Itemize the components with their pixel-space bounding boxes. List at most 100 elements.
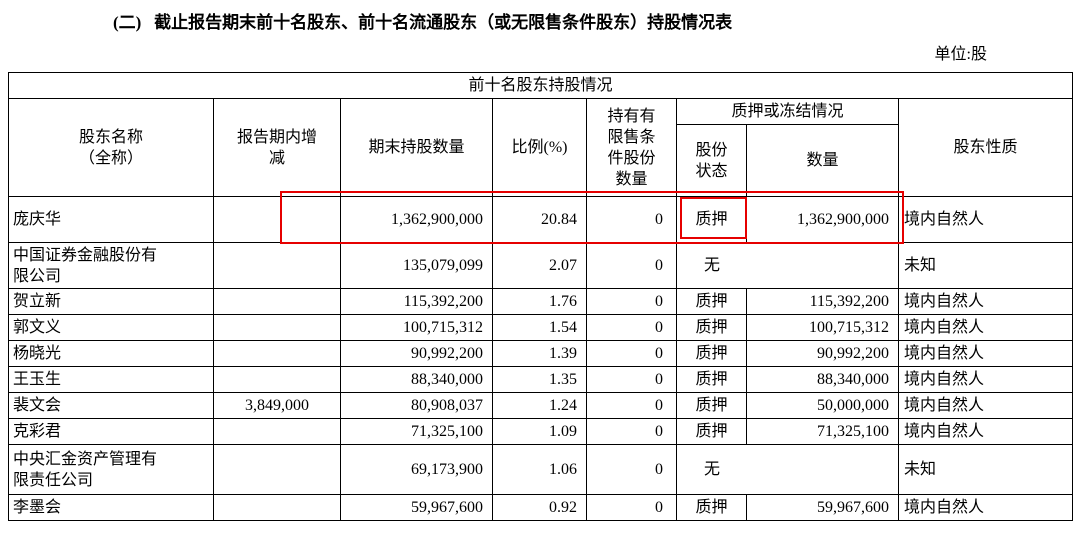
cell-period-change: [213, 196, 341, 243]
cell-period-change: 3,849,000: [213, 392, 341, 419]
table-caption: 前十名股东持股情况: [7, 72, 1074, 99]
cell-restricted-shares: 0: [586, 196, 677, 243]
cell-shareholder-nature: 境内自然人: [897, 340, 1074, 367]
cell-shareholder-nature: 境内自然人: [897, 392, 1074, 419]
cell-shareholder-nature: 境内自然人: [897, 288, 1074, 315]
header-shareholder-nature: 股东性质: [897, 98, 1074, 197]
table-row: 杨晓光 90,992,200 1.39 0 质押 90,992,200 境内自然…: [8, 340, 1074, 367]
header-shareholder-name: 股东名称 （全称）: [8, 98, 214, 197]
table-row: 庞庆华 1,362,900,000 20.84 0 质押 1,362,900,0…: [8, 196, 1074, 243]
cell-restricted-shares: 0: [586, 444, 677, 495]
cell-ratio-percent: 1.35: [492, 366, 587, 393]
table-header-row-1: 股东名称 （全称） 报告期内增 减 期末持股数量 比例(%) 持有有 限售条 件…: [8, 98, 1074, 197]
cell-shares-end-of-period: 88,340,000: [340, 366, 493, 393]
cell-period-change: [213, 340, 341, 367]
cell-shareholder-name: 杨晓光: [8, 340, 214, 367]
cell-shareholder-name: 中国证券金融股份有限公司: [8, 242, 214, 289]
cell-shareholder-name: 中央汇金资产管理有限责任公司: [8, 444, 214, 495]
cell-period-change: [213, 242, 341, 289]
cell-restricted-shares: 0: [586, 418, 677, 445]
cell-pledge-status: 无: [676, 242, 899, 289]
table-row: 王玉生 88,340,000 1.35 0 质押 88,340,000 境内自然…: [8, 366, 1074, 393]
cell-pledge-amount: 100,715,312: [746, 314, 899, 341]
cell-period-change: [213, 444, 341, 495]
cell-shareholder-name: 郭文义: [8, 314, 214, 341]
cell-shareholder-nature: 境内自然人: [897, 494, 1074, 521]
cell-period-change: [213, 314, 341, 341]
cell-pledge-status: 质押: [676, 418, 747, 445]
cell-shares-end-of-period: 100,715,312: [340, 314, 493, 341]
table-row: 克彩君 71,325,100 1.09 0 质押 71,325,100 境内自然…: [8, 418, 1074, 445]
cell-ratio-percent: 1.76: [492, 288, 587, 315]
cell-ratio-percent: 1.09: [492, 418, 587, 445]
cell-restricted-shares: 0: [586, 366, 677, 393]
cell-shares-end-of-period: 135,079,099: [340, 242, 493, 289]
table-row: 贺立新 115,392,200 1.76 0 质押 115,392,200 境内…: [8, 288, 1074, 315]
header-pledge-or-freeze-group: 质押或冻结情况: [676, 98, 899, 125]
cell-pledge-status: 质押: [676, 314, 747, 341]
table-header-row-2: 股份 状态 数量: [9, 124, 1073, 197]
unit-label: 单位:股: [934, 46, 987, 63]
cell-pledge-amount: 50,000,000: [746, 392, 899, 419]
table-caption-row: 前十名股东持股情况: [7, 72, 1074, 99]
cell-pledge-status: 无: [676, 444, 899, 495]
table-row: 裴文会 3,849,000 80,908,037 1.24 0 质押 50,00…: [8, 392, 1074, 419]
cell-ratio-percent: 2.07: [492, 242, 587, 289]
table-row: 郭文义 100,715,312 1.54 0 质押 100,715,312 境内…: [8, 314, 1074, 341]
cell-shareholder-name: 李墨会: [8, 494, 214, 521]
table-row: 中国证券金融股份有限公司 135,079,099 2.07 0 无 未知: [8, 242, 1074, 289]
cell-pledge-amount: 90,992,200: [746, 340, 899, 367]
cell-shareholder-nature: 未知: [897, 444, 1074, 495]
cell-period-change: [213, 418, 341, 445]
cell-ratio-percent: 1.39: [492, 340, 587, 367]
cell-pledge-amount: 115,392,200: [746, 288, 899, 315]
cell-shareholder-nature: 境内自然人: [897, 314, 1074, 341]
cell-ratio-percent: 1.24: [492, 392, 587, 419]
cell-pledge-status: 质押: [676, 340, 747, 367]
cell-restricted-shares: 0: [586, 494, 677, 521]
cell-pledge-status: 质押: [676, 392, 747, 419]
cell-shares-end-of-period: 59,967,600: [340, 494, 493, 521]
cell-shares-end-of-period: 1,362,900,000: [340, 196, 493, 243]
cell-shares-end-of-period: 69,173,900: [340, 444, 493, 495]
cell-shareholder-nature: 未知: [897, 242, 1074, 289]
top-shareholders-table: 前十名股东持股情况 股东名称 （全称） 报告期内增 减 期末持股数量 比例(%)…: [7, 72, 1074, 521]
cell-shareholder-name: 庞庆华: [8, 196, 214, 243]
cell-shareholder-nature: 境内自然人: [897, 366, 1074, 393]
shareholder-table-body: 庞庆华 1,362,900,000 20.84 0 质押 1,362,900,0…: [8, 196, 1074, 521]
cell-pledge-amount: 59,967,600: [746, 494, 899, 521]
cell-period-change: [213, 366, 341, 393]
cell-shares-end-of-period: 71,325,100: [340, 418, 493, 445]
cell-ratio-percent: 20.84: [492, 196, 587, 243]
cell-period-change: [213, 494, 341, 521]
cell-ratio-percent: 1.06: [492, 444, 587, 495]
table-row: 李墨会 59,967,600 0.92 0 质押 59,967,600 境内自然…: [8, 494, 1074, 521]
cell-shareholder-name: 克彩君: [8, 418, 214, 445]
cell-pledge-status: 质押: [676, 366, 747, 393]
cell-shares-end-of-period: 115,392,200: [340, 288, 493, 315]
cell-shareholder-nature: 境内自然人: [897, 418, 1074, 445]
cell-shareholder-name: 王玉生: [8, 366, 214, 393]
cell-pledge-status: 质押: [676, 196, 747, 243]
cell-shareholder-nature: 境内自然人: [897, 196, 1074, 243]
cell-period-change: [213, 288, 341, 315]
cell-restricted-shares: 0: [586, 314, 677, 341]
cell-shareholder-name: 贺立新: [8, 288, 214, 315]
cell-pledge-amount: 88,340,000: [746, 366, 899, 393]
table-row: 中央汇金资产管理有限责任公司 69,173,900 1.06 0 无 未知: [8, 444, 1074, 495]
header-period-change: 报告期内增 减: [213, 98, 341, 197]
header-pledge-amount: 数量: [746, 124, 899, 197]
cell-ratio-percent: 0.92: [492, 494, 587, 521]
cell-pledge-amount: 71,325,100: [746, 418, 899, 445]
cell-pledge-status: 质押: [676, 288, 747, 315]
header-ratio-percent: 比例(%): [492, 98, 587, 197]
header-restricted-shares: 持有有 限售条 件股份 数量: [586, 98, 677, 197]
cell-pledge-status: 质押: [676, 494, 747, 521]
cell-shareholder-name: 裴文会: [8, 392, 214, 419]
cell-restricted-shares: 0: [586, 288, 677, 315]
header-pledge-status: 股份 状态: [676, 124, 747, 197]
header-shares-end-of-period: 期末持股数量: [340, 98, 493, 197]
cell-shares-end-of-period: 80,908,037: [340, 392, 493, 419]
cell-restricted-shares: 0: [586, 340, 677, 367]
cell-restricted-shares: 0: [586, 242, 677, 289]
